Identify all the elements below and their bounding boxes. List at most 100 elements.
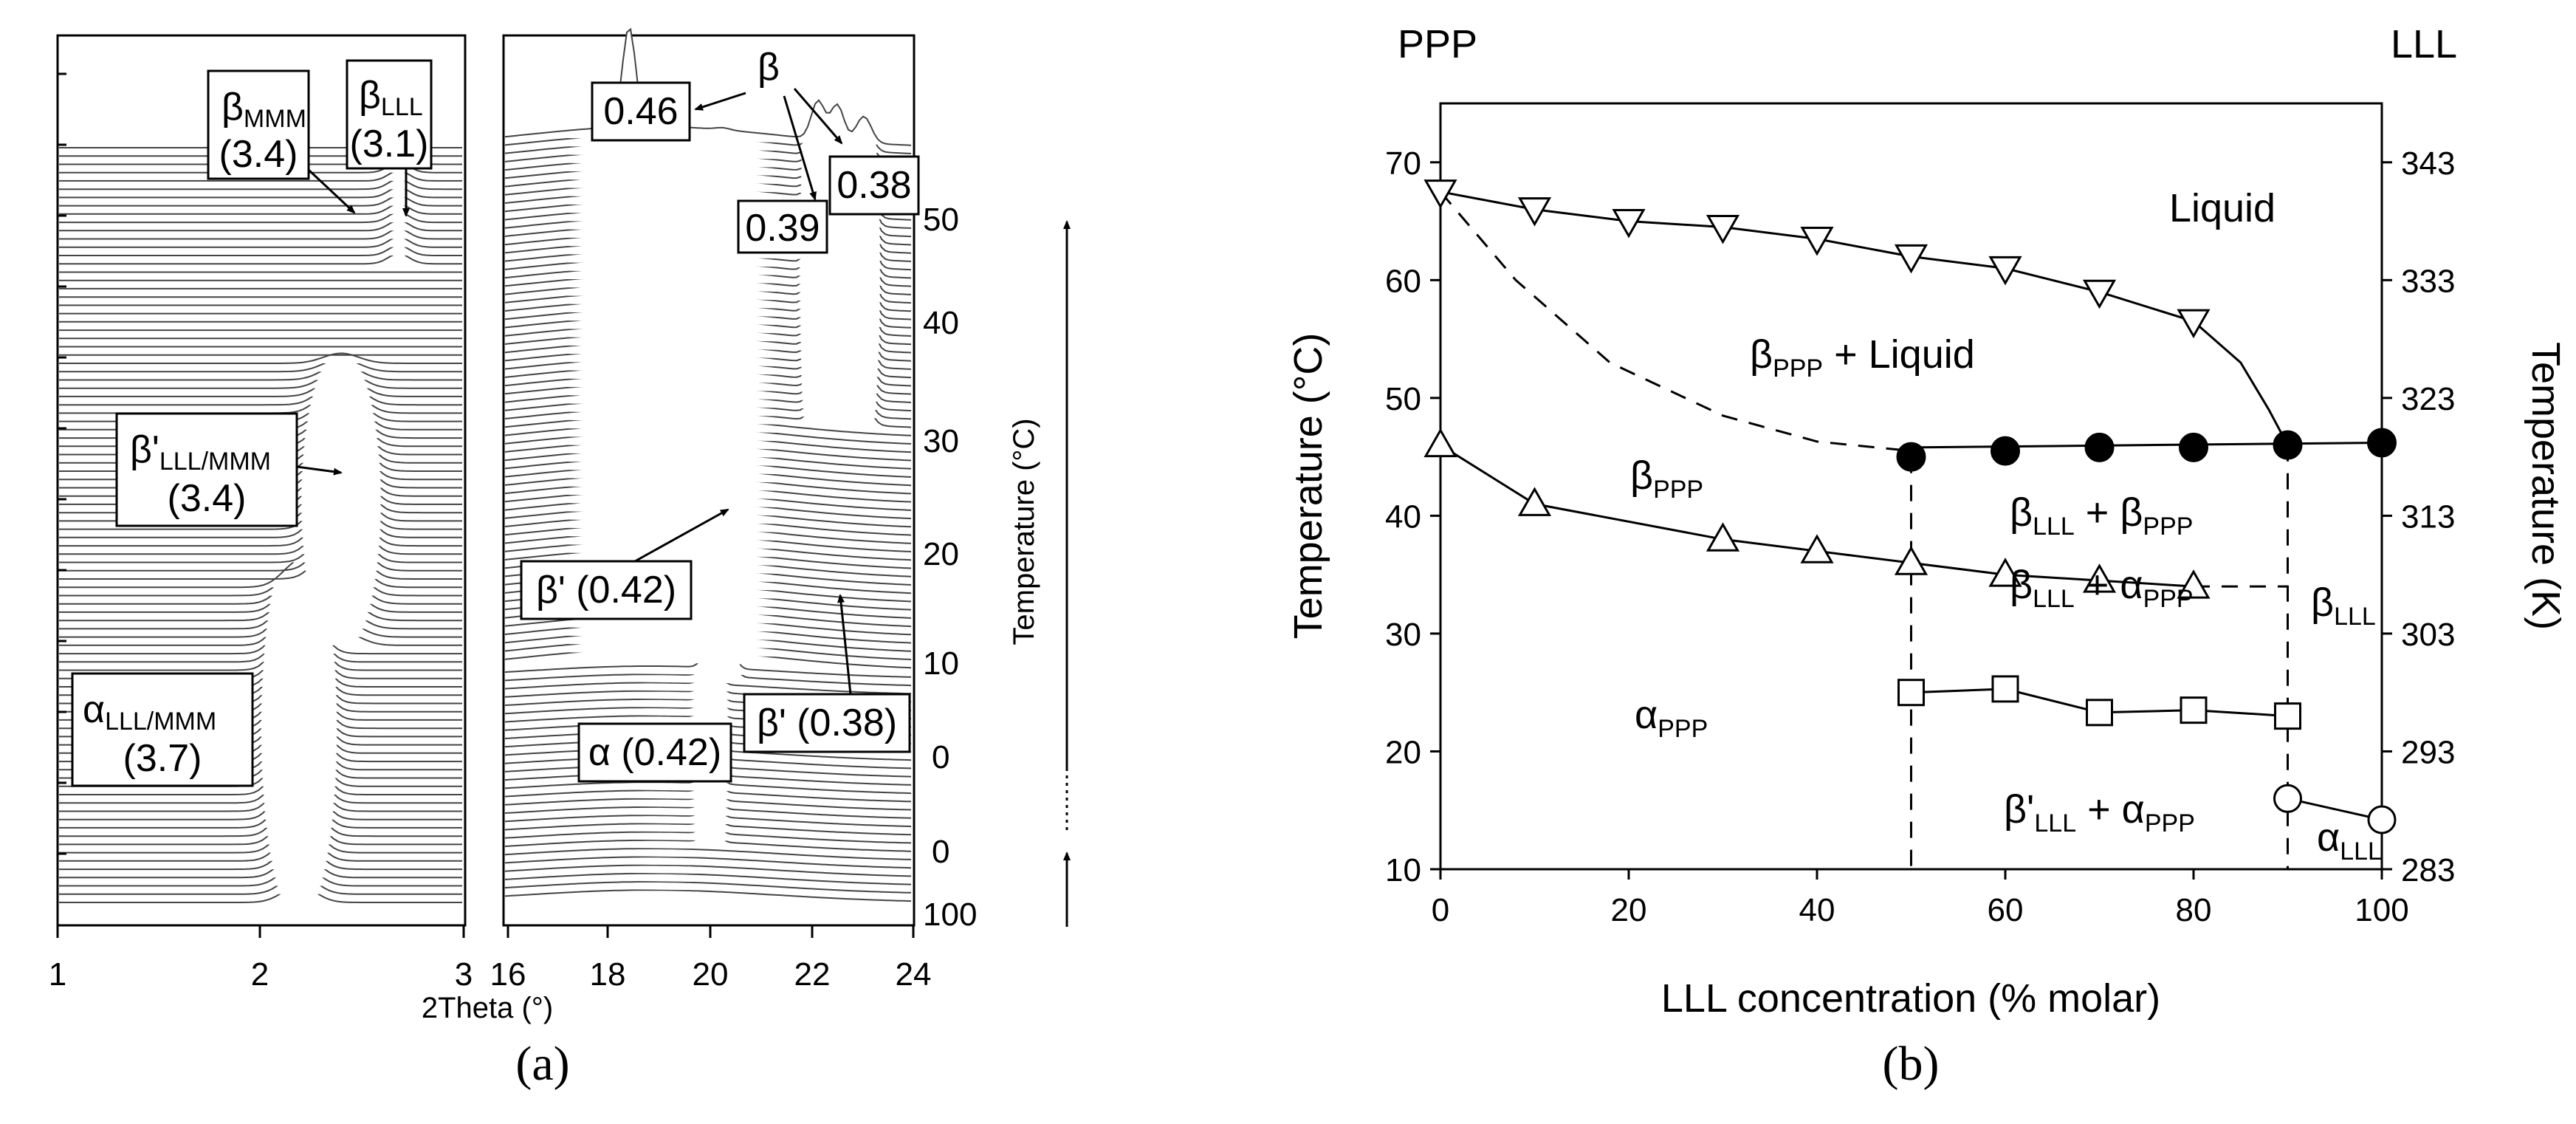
liquidus-line (1440, 191, 2289, 446)
temp-axis-title-a: Temperature (°C) (1008, 418, 1040, 645)
y-tick-label: 70 (1385, 145, 1421, 182)
temp-tick-30: 30 (923, 423, 959, 459)
panel-b-label: (b) (1883, 1037, 1940, 1091)
marker-triangle-up (2082, 563, 2117, 593)
panel-a-right-frame (502, 34, 916, 927)
trace-left (59, 833, 462, 871)
marker-triangle-down (2177, 309, 2211, 339)
marker-triangle-up (1894, 546, 1928, 575)
y-right-tick-label: 313 (2401, 498, 2455, 535)
anno-betap-lll-mmm: β'LLL/MMM (3.4) (115, 412, 343, 527)
marker-triangle-up (2177, 569, 2211, 599)
anno-beta: β (758, 46, 780, 89)
x-tick-18: 18 (590, 956, 626, 993)
trace-left (59, 546, 462, 597)
corner-label-lll: LLL (2391, 22, 2457, 66)
marker-square (2086, 699, 2113, 727)
trace-right (504, 881, 912, 894)
svg-text:β' (0.38): β' (0.38) (757, 702, 897, 744)
panel-a-left-frame (56, 34, 467, 927)
svg-text:(3.4): (3.4) (219, 133, 298, 176)
region-beta-lll-alpha-ppp: βLLL + αPPP (2010, 563, 2194, 613)
y-right-tick-label: 283 (2401, 852, 2455, 888)
svg-text:βMMM: βMMM (221, 86, 306, 133)
marker-triangle-up (1706, 522, 1740, 552)
x-tick-label: 20 (1611, 892, 1647, 928)
marker-triangle-down (1894, 244, 1928, 274)
svg-text:0.39: 0.39 (745, 207, 820, 250)
temp-tick-0: 0 (932, 739, 949, 775)
trace-left (59, 370, 462, 397)
svg-text:(3.1): (3.1) (350, 123, 429, 165)
beta-arrow-2 (793, 88, 843, 145)
marker-open-circle (2367, 805, 2397, 835)
y-right-tick-label: 323 (2401, 381, 2455, 417)
temp-tick-100: 100 (923, 897, 977, 933)
trace-left (59, 860, 462, 887)
x-tick-label: 100 (2355, 892, 2408, 928)
y-right-tick-label: 343 (2401, 145, 2455, 182)
beta-ppp-line (1440, 444, 2194, 588)
trace-left (59, 758, 462, 829)
region-liquid: Liquid (2169, 186, 2276, 230)
x-tick-20: 20 (693, 956, 729, 993)
marker-filled-circle (2367, 428, 2397, 458)
x-tick-label: 80 (2176, 892, 2212, 928)
trace-left (59, 819, 462, 862)
anno-betap-038: β' (0.38) (743, 594, 911, 753)
marker-open-circle (2273, 784, 2302, 813)
marker-filled-circle (2179, 432, 2208, 462)
x-tick-24: 24 (896, 956, 932, 993)
anno-046: 0.46 (591, 81, 746, 142)
beta-arrow-1 (783, 95, 817, 201)
marker-square (2274, 702, 2301, 730)
trace-left (59, 363, 462, 381)
trace-right (504, 847, 912, 860)
marker-square (1897, 679, 1925, 707)
marker-triangle-down (1988, 256, 2022, 286)
region-alpha-ppp: αPPP (1635, 693, 1708, 743)
x-tick-16: 16 (490, 956, 526, 993)
trace-right (504, 872, 912, 885)
marker-triangle-up (1423, 428, 1457, 458)
marker-triangle-down (1800, 226, 1834, 256)
y-tick-label: 20 (1385, 734, 1421, 770)
marker-triangle-up (1988, 558, 2022, 587)
trace-right (504, 27, 912, 146)
y-tick-label: 40 (1385, 498, 1421, 535)
svg-text:βLLL: βLLL (359, 74, 423, 121)
anno-beta-mmm: βMMM (3.4) (207, 69, 356, 214)
region-beta-lll: βLLL (2311, 580, 2376, 631)
trace-right (504, 856, 912, 869)
temp-tick-0b: 0 (932, 834, 949, 870)
svg-text:α (0.42): α (0.42) (588, 731, 721, 774)
x-tick-22: 22 (794, 956, 831, 993)
trace-left (59, 727, 462, 812)
svg-text:0.46: 0.46 (603, 90, 678, 133)
data-markers (1423, 179, 2397, 835)
svg-text:0.38: 0.38 (837, 164, 911, 207)
anno-alpha-042: α (0.42) (577, 722, 732, 783)
temp-tick-10: 10 (923, 645, 959, 682)
trace-left (59, 575, 462, 646)
trace-left (59, 774, 462, 837)
trace-left (59, 804, 462, 854)
svg-text:αLLL/MMM: αLLL/MMM (83, 688, 216, 736)
svg-text:(3.4): (3.4) (168, 477, 247, 520)
trace-left (59, 789, 462, 846)
marker-triangle-down (1706, 215, 1740, 244)
marker-filled-circle (2084, 432, 2115, 462)
marker-triangle-down (1423, 179, 1457, 209)
trace-left (59, 373, 462, 406)
anno-038: 0.38 (828, 155, 920, 216)
svg-text:β' (0.42): β' (0.42) (536, 569, 676, 611)
left-tick-marks (56, 72, 915, 938)
y-tick-label: 10 (1385, 852, 1421, 888)
temp-tick-40: 40 (923, 305, 959, 341)
anno-betap-042: β' (0.42) (520, 508, 729, 620)
temp-tick-50: 50 (923, 202, 959, 238)
region-beta-ppp-liquid: βPPP + Liquid (1750, 332, 1975, 383)
x-axis-title-a: 2Theta (°) (422, 992, 553, 1024)
trace-left (59, 742, 462, 820)
